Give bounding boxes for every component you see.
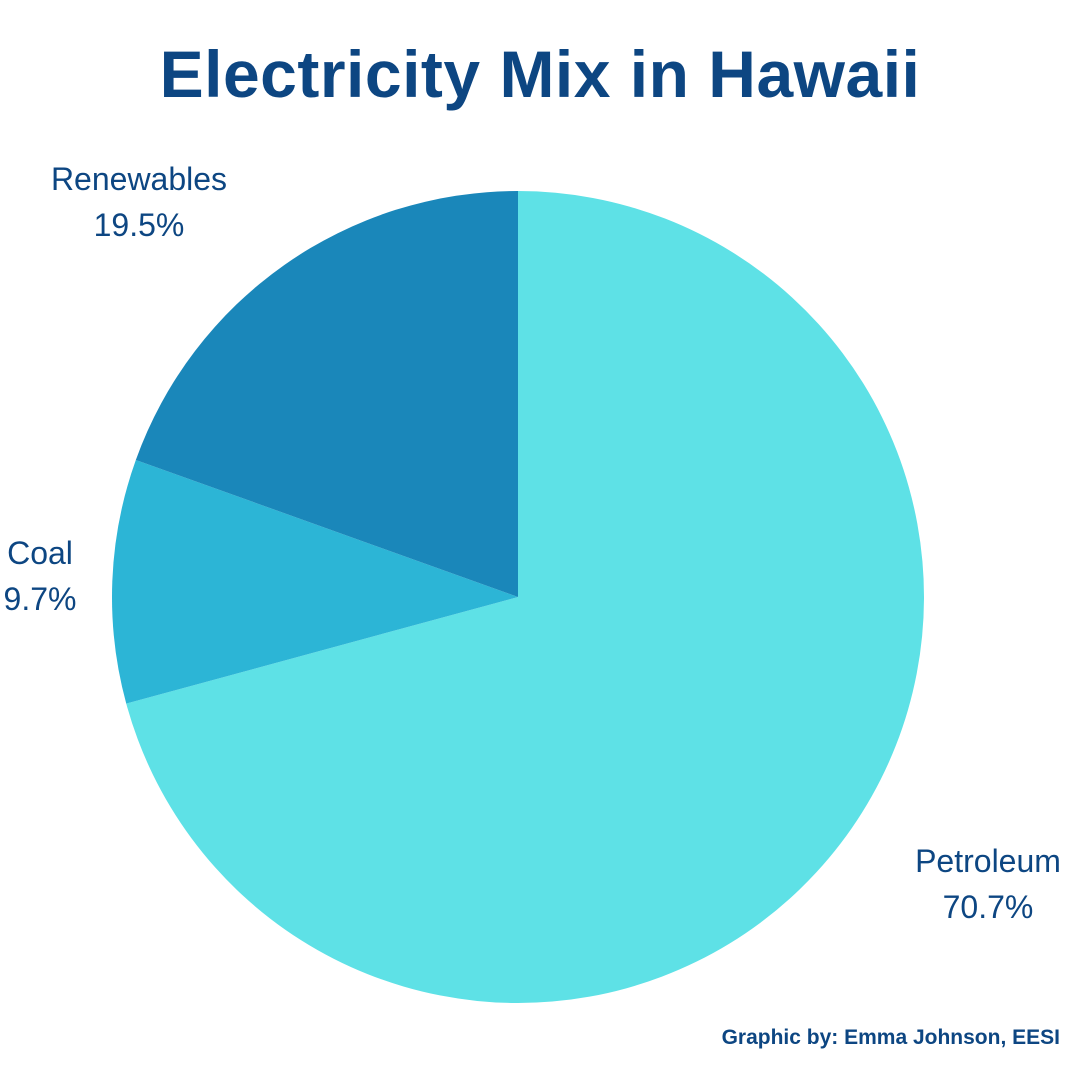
label-renewables: Renewables 19.5% (36, 156, 242, 248)
credit-text: Graphic by: Emma Johnson, EESI (721, 1026, 1060, 1049)
pie-slice-petroleum (126, 191, 925, 1003)
label-petroleum-name: Petroleum (915, 843, 1061, 879)
label-coal-name: Coal (7, 535, 73, 571)
label-renewables-value: 19.5% (93, 207, 185, 243)
pie-slice-renewables (135, 191, 518, 597)
label-coal: Coal 9.7% (0, 530, 82, 622)
label-renewables-name: Renewables (50, 161, 228, 197)
pie-slice-coal (111, 459, 518, 704)
chart-title: Electricity Mix in Hawaii (159, 37, 921, 111)
label-coal-value: 9.7% (3, 581, 77, 617)
label-petroleum: Petroleum 70.7% (898, 838, 1078, 930)
label-petroleum-value: 70.7% (942, 889, 1034, 925)
